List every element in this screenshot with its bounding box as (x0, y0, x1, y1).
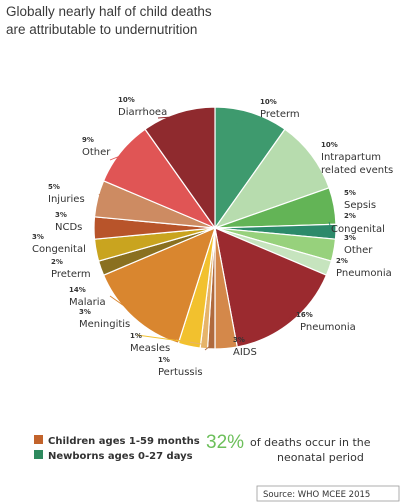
slice-name-label: Other (344, 245, 373, 256)
slice-child-malaria (102, 226, 216, 345)
slice-name-label: Measles (130, 343, 170, 354)
leader-line-meningitis (136, 334, 191, 343)
slice-pct-label: 10% (321, 141, 338, 149)
slice-name-label: Congenital (32, 244, 86, 255)
slice-name-label: Pneumonia (300, 322, 356, 333)
slice-pct-label: 5% (344, 189, 356, 197)
leader-line-diarrhoea (157, 116, 180, 119)
slice-name-label: Preterm (51, 269, 91, 280)
slice-name-label: Malaria (69, 297, 106, 308)
callout-line-1: of deaths occur in the (250, 436, 371, 449)
leader-line-intrapartum-related-events (303, 157, 309, 161)
leader-line-injuries (98, 193, 102, 200)
slice-name-label: AIDS (233, 347, 257, 358)
slice-child-diarrhoea (144, 106, 216, 230)
leader-line-other (109, 154, 124, 161)
slice-pct-label: 1% (130, 332, 142, 340)
leader-line-congenital (328, 221, 333, 232)
legend-label-newborns: Newborns ages 0-27 days (48, 451, 193, 462)
slice-name-label: Other (82, 147, 111, 158)
source-box (256, 485, 400, 502)
slice-pct-label: 16% (296, 311, 313, 319)
slice-child-pneumonia (214, 227, 328, 348)
slice-pct-label: 2% (344, 212, 356, 220)
legend-swatch-children (34, 435, 43, 444)
leader-lines (96, 116, 333, 351)
leader-line-pneumonia (324, 262, 328, 268)
slice-pct-label: 5% (48, 183, 60, 191)
source-text: Source: WHO MCEE 2015 (263, 490, 370, 500)
slice-pct-label: 1% (158, 356, 170, 364)
slice-pct-label: 10% (260, 98, 277, 106)
slice-name-label: NCDs (55, 222, 82, 233)
slice-name-label: Congenital (331, 224, 385, 235)
slice-name-label: Pneumonia (336, 268, 392, 279)
slice-pct-label: 9% (82, 136, 94, 144)
slice-newborn-intrapartum-related-events (213, 128, 330, 230)
slice-name-label: Sepsis (344, 200, 376, 211)
slice-name-label: Meningitis (79, 319, 130, 330)
slice-pct-label: 3% (55, 211, 67, 219)
slice-name-label: Injuries (48, 194, 85, 205)
leader-line-aids (224, 339, 227, 345)
slice-name-label: Preterm (260, 109, 300, 120)
legend-swatch-newborns (34, 450, 43, 459)
leader-line-preterm (235, 116, 251, 125)
slice-name-label: Pertussis (158, 367, 203, 378)
slice-name-label: Diarrhoea (118, 107, 167, 118)
callout-line-2: neonatal period (277, 451, 364, 464)
leader-line-malaria (109, 295, 137, 315)
callout-value: 32% (206, 432, 244, 453)
leader-line-preterm (99, 262, 105, 268)
legend-label-children: Children ages 1-59 months (48, 436, 200, 447)
chart-title-line-1: Globally nearly half of child deaths (6, 4, 212, 19)
slice-pct-label: 3% (344, 234, 356, 242)
leader-line-pertussis (204, 344, 212, 351)
slice-pct-label: 14% (69, 286, 86, 294)
pie-slices (93, 106, 337, 350)
slice-name-label: Intrapartum (321, 152, 381, 163)
slice-name-label: related events (321, 165, 393, 176)
slice-pct-label: 3% (32, 233, 44, 241)
slice-pct-label: 2% (336, 257, 348, 265)
slice-newborn-preterm (214, 106, 286, 230)
leader-line-ncds (96, 221, 99, 229)
chart-title-line-2: are attributable to undernutrition (6, 22, 197, 37)
slice-pct-label: 3% (79, 308, 91, 316)
slice-labels: 10% Preterm 10% Intrapartum related events 5%… (32, 96, 393, 378)
slice-pct-label: 2% (51, 258, 63, 266)
slice-pct-label: 10% (118, 96, 135, 104)
leader-line-pneumonia (288, 313, 293, 320)
slice-pct-label: 3% (233, 336, 245, 344)
